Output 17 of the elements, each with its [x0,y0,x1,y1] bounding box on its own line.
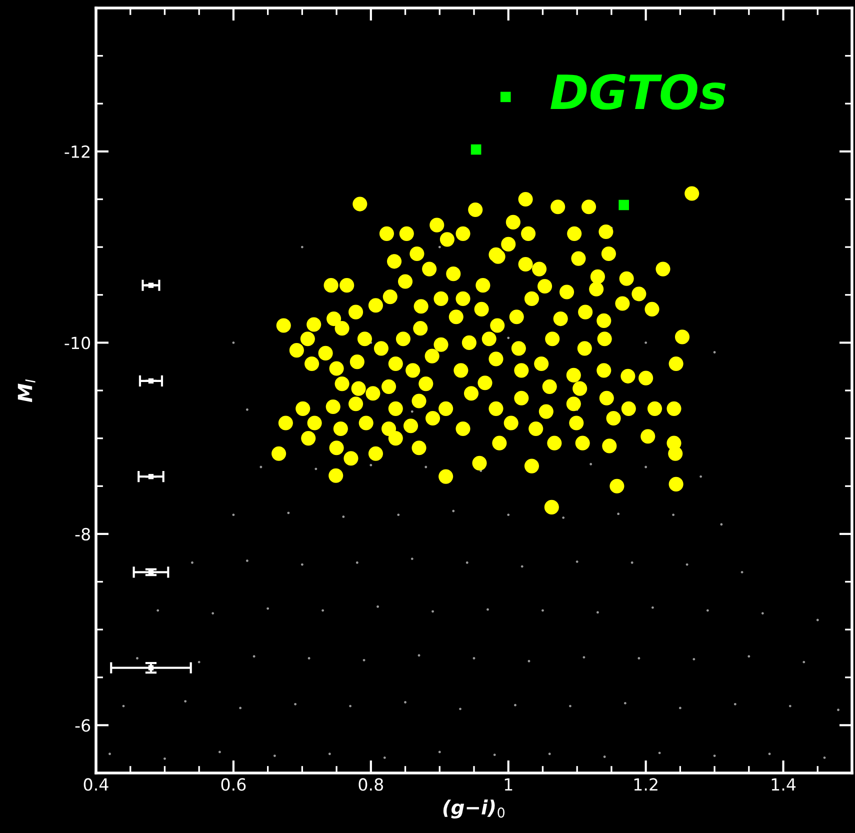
series-label: DGTOs [550,74,726,110]
x-tick-label: 0.4 [84,778,108,791]
y-axis-title: M$_{I}$ [18,379,36,402]
x-tick-label: 0.6 [221,778,246,791]
point [470,144,482,155]
x-tick-label: 1.4 [772,778,796,791]
y-tick-label: -10 [64,336,90,350]
point [148,665,154,670]
x-tick-label: 0.8 [358,778,384,791]
x-tick-label: 1 [504,778,512,791]
y-tick-label: -12 [64,145,90,158]
y-tick-label: -6 [75,719,90,732]
x-axis-title: (g−i)$_{0}$ [443,800,505,819]
point [618,200,629,210]
y-tick-label: -8 [75,528,90,541]
x-tick-label: 1.2 [634,778,658,791]
point [500,92,511,102]
